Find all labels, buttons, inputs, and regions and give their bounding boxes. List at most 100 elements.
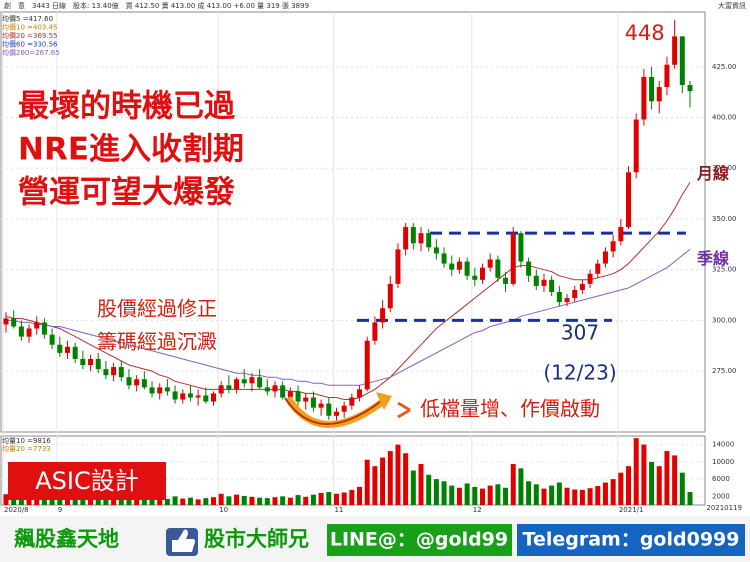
source: 大富資訊 <box>718 1 746 10</box>
volume-bar <box>349 489 355 505</box>
volume-bar <box>241 495 247 505</box>
candle-body <box>410 227 416 244</box>
candle-body <box>679 36 685 86</box>
volume-bar <box>579 489 585 505</box>
volume-bar <box>310 494 316 505</box>
volume-bar <box>134 498 140 505</box>
volume-bar <box>295 495 301 505</box>
candle-body <box>510 233 516 284</box>
volume-bar <box>364 459 370 505</box>
candle-body <box>380 308 386 323</box>
volume-bar <box>172 496 178 505</box>
candle-body <box>587 273 593 284</box>
candle-body <box>479 267 485 280</box>
volume-bar <box>249 496 255 505</box>
ma-line <box>6 249 691 386</box>
candle-body <box>211 393 217 402</box>
candle-body <box>426 233 432 248</box>
volume-bar <box>88 497 94 505</box>
volume-bar <box>487 485 493 505</box>
candle-body <box>118 367 124 378</box>
candle-body <box>64 346 70 353</box>
candle-body <box>610 241 616 252</box>
y-tick-label: 425.00 <box>712 63 737 71</box>
banner-middle: 股市大師兄 <box>204 527 309 551</box>
volume-bar <box>341 492 347 505</box>
candle-body <box>595 263 601 274</box>
candle-body <box>364 340 370 390</box>
volume-bar <box>218 493 224 505</box>
volume-bar <box>433 479 439 505</box>
volume-bar <box>3 494 9 505</box>
candle-body <box>341 405 347 412</box>
candle-body <box>26 328 32 337</box>
volume-bar <box>187 497 193 505</box>
candle-body <box>226 385 232 390</box>
volume-bar <box>449 485 455 505</box>
volume-bar <box>257 497 263 505</box>
candle-body <box>172 391 178 400</box>
volume-tick-label: 6000 <box>712 475 730 483</box>
annotation: (12/23) <box>543 361 616 385</box>
candle-body <box>287 391 293 398</box>
volume-bar <box>595 486 601 505</box>
candle-body <box>656 87 662 102</box>
candle-body <box>549 279 555 292</box>
candle-body <box>541 279 547 286</box>
volume-bar <box>656 466 662 505</box>
ma-legend: 均價60 =330.56 <box>2 40 58 49</box>
candle-body <box>556 292 562 303</box>
volume-bar <box>357 486 363 505</box>
line-box <box>327 524 512 556</box>
candle-body <box>503 277 509 284</box>
candle-body <box>333 411 339 416</box>
candle-body <box>495 259 501 278</box>
volume-bar <box>280 496 286 505</box>
banner-telegram: Telegram：gold0999 <box>523 529 740 551</box>
volume-bar <box>387 451 393 505</box>
volume-bar <box>195 499 201 505</box>
volume-tick-label: 14000 <box>712 441 734 449</box>
peak-label: 448 <box>625 21 665 45</box>
candle-body <box>257 377 263 388</box>
candle-body <box>456 261 462 270</box>
candle-body <box>103 369 109 376</box>
pointer <box>397 401 411 419</box>
candle-body <box>579 283 585 290</box>
candle-body <box>95 358 101 370</box>
volume-bar <box>664 451 670 505</box>
candle-body <box>3 318 9 325</box>
volume-tick-label: 10000 <box>712 458 734 466</box>
candle-body <box>303 397 309 402</box>
volume-bar <box>80 495 86 505</box>
volume-bar <box>287 497 293 505</box>
volume-bar <box>164 498 170 505</box>
volume-bar <box>426 474 432 505</box>
candle-body <box>41 322 47 335</box>
header: 創 意 3443 日線 股本: 13.40億 買 412.50 賣 413.00… <box>4 1 309 10</box>
volume-bar <box>510 464 516 505</box>
candle-body <box>280 385 286 398</box>
candle-body <box>602 251 608 264</box>
candle-body <box>11 318 17 327</box>
candle-body <box>18 326 24 337</box>
ma-line <box>5 182 691 400</box>
candle-body <box>395 249 401 284</box>
annotation: 籌碼經過沉澱 <box>97 330 217 354</box>
candle-body <box>80 358 86 366</box>
banner-line: LINE@：@gold99 <box>330 529 508 551</box>
volume-bar <box>11 497 17 505</box>
candle-body <box>418 233 424 244</box>
arrow-edge <box>284 397 381 425</box>
volume-bar <box>372 466 378 505</box>
volume-bar <box>333 493 339 505</box>
volume-bar <box>303 496 309 505</box>
candle-body <box>272 385 278 392</box>
volume-bar <box>441 481 447 505</box>
candle-body <box>518 233 524 262</box>
candle-body <box>88 358 94 366</box>
candle-body <box>264 387 270 392</box>
volume-bar <box>641 444 647 505</box>
candle-body <box>433 247 439 254</box>
candle-body <box>134 379 140 386</box>
